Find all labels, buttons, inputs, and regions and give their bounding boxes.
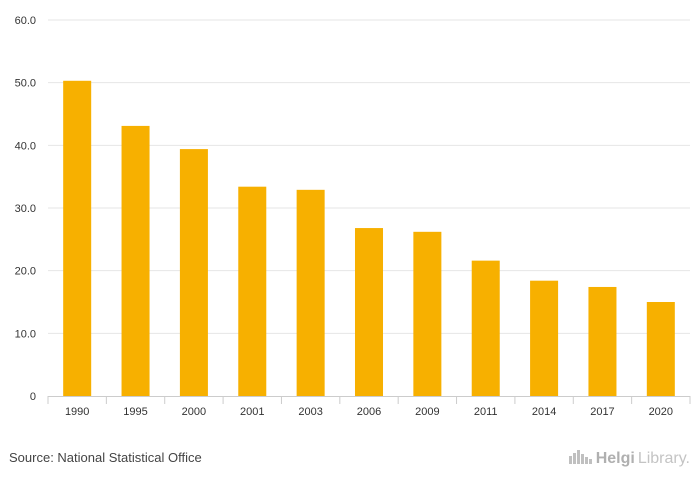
bar-2003	[296, 189, 325, 396]
x-tick-label: 2006	[357, 406, 381, 418]
x-tick-label: 2020	[649, 406, 673, 418]
bar-2011	[471, 260, 500, 396]
x-tick-label: 2017	[590, 406, 614, 418]
x-axis-ticks	[47, 396, 691, 404]
y-tick-label: 40.0	[15, 140, 36, 152]
bar-2014	[530, 280, 559, 396]
y-tick-label: 60.0	[15, 15, 36, 27]
y-tick-label: 0	[30, 391, 36, 403]
bar-2001	[238, 186, 267, 396]
bar-2000	[179, 149, 208, 396]
gridlines	[48, 19, 690, 334]
x-tick-label: 1990	[65, 406, 89, 418]
y-tick-label: 10.0	[15, 328, 36, 340]
bar-1995	[121, 125, 150, 396]
bars	[63, 80, 675, 396]
helgi-library-logo[interactable]: Helgi Library.	[568, 448, 690, 469]
x-tick-label: 2003	[298, 406, 322, 418]
logo-text-helgi: Helgi	[595, 449, 635, 467]
source-note: Source: National Statistical Office	[9, 450, 202, 465]
y-tick-label: 30.0	[15, 203, 36, 215]
bar-2006	[354, 228, 384, 396]
logo-text-library: Library.	[637, 449, 690, 467]
x-axis-labels: 1990 1995 2000 2001 2003 2006 2009 2011 2014 2017…	[65, 406, 673, 418]
y-tick-label: 50.0	[15, 78, 36, 90]
y-tick-label: 20.0	[15, 266, 36, 278]
x-tick-label: 2014	[532, 406, 556, 418]
x-tick-label: 2011	[474, 406, 498, 418]
x-tick-label: 2001	[240, 406, 264, 418]
bar-1990	[63, 80, 92, 396]
x-tick-label: 1995	[123, 406, 147, 418]
x-tick-label: 2009	[415, 406, 439, 418]
bar-2020	[646, 302, 675, 396]
bar-2017	[588, 286, 617, 396]
y-axis-labels: 0 10.0 20.0 30.0 40.0 50.0 60.0	[15, 15, 36, 403]
city-skyline-icon	[568, 448, 593, 469]
bar-2009	[413, 231, 442, 396]
x-tick-label: 2000	[182, 406, 206, 418]
